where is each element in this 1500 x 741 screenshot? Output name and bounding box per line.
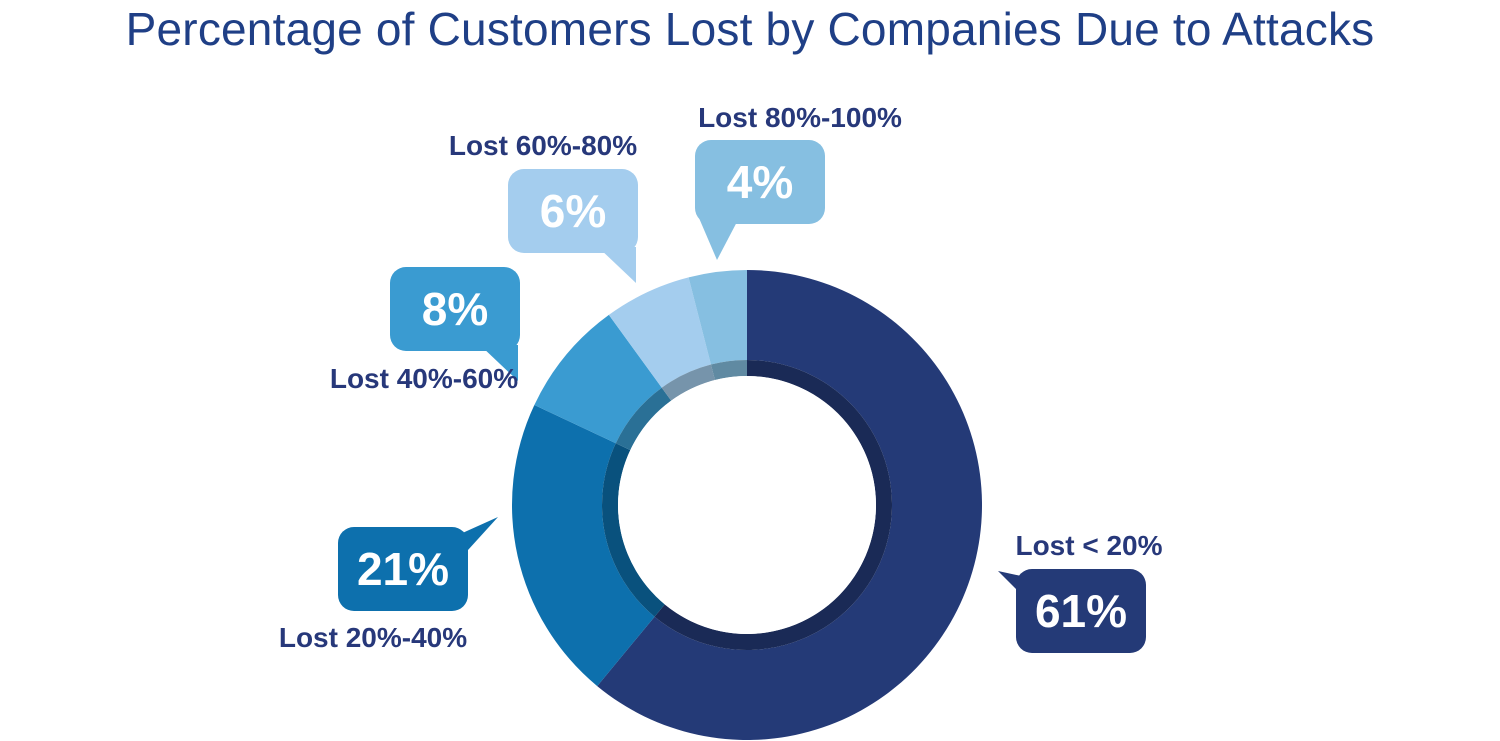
- callout-pointer-lost-40-60: [480, 345, 518, 381]
- value-label-lost-20-40: 21%: [357, 543, 449, 595]
- value-label-lost-60-80: 6%: [540, 185, 606, 237]
- callout-lost-20-40: 21% Lost 20%-40%: [279, 517, 498, 653]
- inner-ring-lost-20: [654, 360, 893, 650]
- slice-lost-40-60: [534, 314, 662, 444]
- callout-pointer-lost-60-80: [598, 247, 636, 283]
- slice-lost-80-100: [688, 270, 747, 365]
- inner-ring-lost-20-40: [602, 443, 665, 617]
- slice-lost-20: [597, 270, 983, 740]
- value-label-lost-20: 61%: [1035, 585, 1127, 637]
- slice-lost-60-80: [608, 277, 711, 388]
- slice-label-lost-80-100: Lost 80%-100%: [698, 102, 902, 133]
- callout-lost-20: 61% Lost < 20%: [998, 530, 1163, 653]
- callout-lost-80-100: 4% Lost 80%-100%: [695, 102, 902, 260]
- slice-label-lost-40-60: Lost 40%-60%: [330, 363, 518, 394]
- value-label-lost-40-60: 8%: [422, 283, 488, 335]
- slice-label-lost-20: Lost < 20%: [1015, 530, 1162, 561]
- callout-lost-60-80: 6% Lost 60%-80%: [449, 130, 638, 283]
- value-label-lost-80-100: 4%: [727, 156, 793, 208]
- callout-box-lost-60-80: [508, 169, 638, 253]
- callouts-layer: 61% Lost < 20% 21% Lost 20%-40% 8% Lost 40%-6…: [279, 102, 1163, 653]
- inner-ring-layer: [602, 360, 893, 650]
- callout-box-lost-20: [1016, 569, 1146, 653]
- donut-hole: [618, 376, 876, 634]
- slice-label-lost-20-40: Lost 20%-40%: [279, 622, 467, 653]
- inner-ring-lost-40-60: [615, 387, 672, 451]
- inner-ring-lost-80-100: [710, 360, 747, 381]
- slice-label-lost-60-80: Lost 60%-80%: [449, 130, 637, 161]
- callout-lost-40-60: 8% Lost 40%-60%: [330, 267, 520, 394]
- slice-lost-20-40: [512, 404, 655, 687]
- callout-box-lost-40-60: [390, 267, 520, 351]
- callout-pointer-lost-80-100: [699, 218, 739, 260]
- inner-ring-lost-60-80: [661, 364, 715, 401]
- slices-layer: [512, 270, 983, 740]
- callout-box-lost-20-40: [338, 527, 468, 611]
- callout-box-lost-80-100: [695, 140, 825, 224]
- chart-title: Percentage of Customers Lost by Companie…: [125, 3, 1375, 55]
